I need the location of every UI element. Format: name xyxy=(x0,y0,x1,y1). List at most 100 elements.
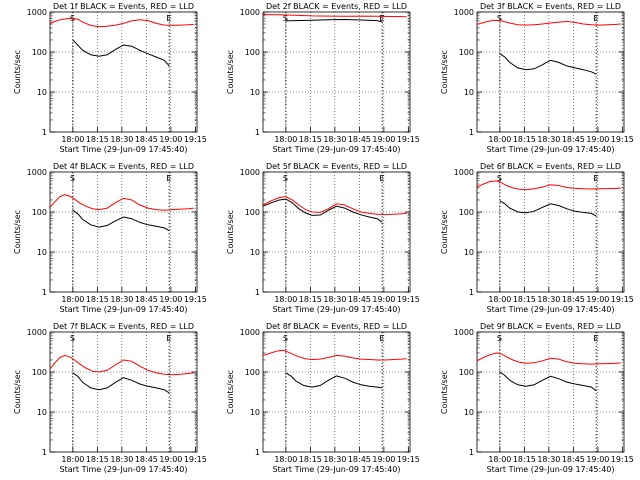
y-axis-label: Counts/sec xyxy=(13,370,22,414)
x-axis-label: Start Time (29-Jun-09 17:45:40) xyxy=(487,465,615,474)
x-tick-label: 18:30 xyxy=(537,455,560,464)
series-lld-line xyxy=(262,14,407,18)
y-axis-label: Counts/sec xyxy=(13,50,22,94)
x-tick-label: 19:15 xyxy=(397,135,420,144)
y-tick-label: 10 xyxy=(37,408,47,417)
detector-panel: Det 7f BLACK = Events, RED = LLD 1 10 100 10… xyxy=(13,322,207,474)
series-events-line xyxy=(72,39,170,67)
x-tick-label: 19:00 xyxy=(159,455,182,464)
x-tick-label: 18:30 xyxy=(537,295,560,304)
x-tick-label: 18:30 xyxy=(323,295,346,304)
series-events-line xyxy=(499,371,597,392)
x-tick-label: 18:15 xyxy=(86,455,109,464)
y-tick-label: 1000 xyxy=(454,8,474,17)
x-tick-label: 19:15 xyxy=(611,295,634,304)
series-events-line xyxy=(72,209,170,232)
y-tick-label: 100 xyxy=(245,48,260,57)
plot-frame xyxy=(49,11,198,133)
x-tick-label: 19:15 xyxy=(184,135,207,144)
time-marker-label: S xyxy=(497,334,502,343)
x-tick-label: 19:15 xyxy=(184,455,207,464)
panel-title: Det 1f BLACK = Events, RED = LLD xyxy=(53,2,194,11)
series-lld-line xyxy=(262,349,407,361)
x-axis-label: Start Time (29-Jun-09 17:45:40) xyxy=(273,465,401,474)
y-tick-label: 1 xyxy=(469,448,474,457)
x-tick-label: 18:15 xyxy=(513,135,536,144)
time-marker-label: E xyxy=(166,174,171,183)
x-axis-label: Start Time (29-Jun-09 17:45:40) xyxy=(60,465,188,474)
x-tick-label: 18:00 xyxy=(274,135,297,144)
time-marker-label: E xyxy=(593,174,598,183)
y-tick-label: 10 xyxy=(37,248,47,257)
x-tick-label: 19:00 xyxy=(586,135,609,144)
x-axis-label: Start Time (29-Jun-09 17:45:40) xyxy=(273,305,401,314)
y-tick-label: 1 xyxy=(255,128,260,137)
x-tick-label: 18:15 xyxy=(299,135,322,144)
y-axis-label: Counts/sec xyxy=(440,50,449,94)
plot-frame xyxy=(476,11,625,133)
x-tick-label: 19:15 xyxy=(397,295,420,304)
panel-title: Det 8f BLACK = Events, RED = LLD xyxy=(266,322,407,331)
y-tick-label: 100 xyxy=(32,208,47,217)
y-tick-label: 1000 xyxy=(27,8,47,17)
panel-title: Det 5f BLACK = Events, RED = LLD xyxy=(266,162,407,171)
x-tick-label: 19:00 xyxy=(159,135,182,144)
x-axis-label: Start Time (29-Jun-09 17:45:40) xyxy=(487,305,615,314)
plot-frame xyxy=(476,171,625,293)
y-tick-label: 100 xyxy=(459,48,474,57)
y-tick-label: 100 xyxy=(245,368,260,377)
x-tick-label: 18:15 xyxy=(299,455,322,464)
y-tick-label: 10 xyxy=(37,88,47,97)
time-marker-label: S xyxy=(70,334,75,343)
series-lld-line xyxy=(476,352,621,365)
x-tick-label: 18:45 xyxy=(135,455,158,464)
y-tick-label: 10 xyxy=(464,408,474,417)
series-events-line xyxy=(285,372,383,389)
series-lld-line xyxy=(49,194,194,211)
series-lld-line xyxy=(476,180,621,191)
x-tick-label: 19:00 xyxy=(372,135,395,144)
y-tick-label: 1000 xyxy=(27,168,47,177)
time-marker-label: E xyxy=(593,14,598,23)
x-tick-label: 19:00 xyxy=(586,455,609,464)
x-tick-label: 18:15 xyxy=(86,135,109,144)
y-axis-label: Counts/sec xyxy=(226,210,235,254)
time-marker-label: S xyxy=(497,174,502,183)
y-tick-label: 1 xyxy=(255,288,260,297)
y-tick-label: 10 xyxy=(250,248,260,257)
y-axis-label: Counts/sec xyxy=(13,210,22,254)
time-marker-label: E xyxy=(379,334,384,343)
x-tick-label: 18:30 xyxy=(110,295,133,304)
detector-panel: Det 8f BLACK = Events, RED = LLD 1 10 100 10… xyxy=(226,322,420,474)
panel-title: Det 9f BLACK = Events, RED = LLD xyxy=(480,322,621,331)
time-marker-label: S xyxy=(497,14,502,23)
series-events-line xyxy=(285,18,383,23)
detector-panel: Det 1f BLACK = Events, RED = LLD 1 10 100 10… xyxy=(13,2,207,154)
detector-panel: Det 9f BLACK = Events, RED = LLD 1 10 100 10… xyxy=(440,322,634,474)
x-tick-label: 19:15 xyxy=(611,455,634,464)
time-marker-label: S xyxy=(283,174,288,183)
detector-panel: Det 2f BLACK = Events, RED = LLD 1 10 100 10… xyxy=(226,2,420,154)
plot-frame xyxy=(262,171,411,293)
series-lld-line xyxy=(476,19,621,26)
detector-panel: Det 6f BLACK = Events, RED = LLD 1 10 100 10… xyxy=(440,162,634,314)
x-tick-label: 18:30 xyxy=(323,455,346,464)
panel-title: Det 6f BLACK = Events, RED = LLD xyxy=(480,162,621,171)
x-tick-label: 18:00 xyxy=(488,295,511,304)
y-tick-label: 1 xyxy=(42,448,47,457)
x-tick-label: 18:00 xyxy=(488,135,511,144)
x-tick-label: 18:00 xyxy=(274,295,297,304)
y-tick-label: 1000 xyxy=(240,328,260,337)
plot-frame xyxy=(49,331,198,453)
y-tick-label: 1 xyxy=(469,128,474,137)
x-axis-label: Start Time (29-Jun-09 17:45:40) xyxy=(487,145,615,154)
detector-panel: Det 3f BLACK = Events, RED = LLD 1 10 100 10… xyxy=(440,2,634,154)
y-tick-label: 1 xyxy=(42,128,47,137)
x-tick-label: 18:30 xyxy=(110,135,133,144)
x-tick-label: 18:30 xyxy=(110,455,133,464)
y-tick-label: 1000 xyxy=(27,328,47,337)
x-tick-label: 18:15 xyxy=(513,455,536,464)
x-tick-label: 18:00 xyxy=(61,295,84,304)
y-tick-label: 1 xyxy=(469,288,474,297)
x-tick-label: 18:45 xyxy=(348,135,371,144)
